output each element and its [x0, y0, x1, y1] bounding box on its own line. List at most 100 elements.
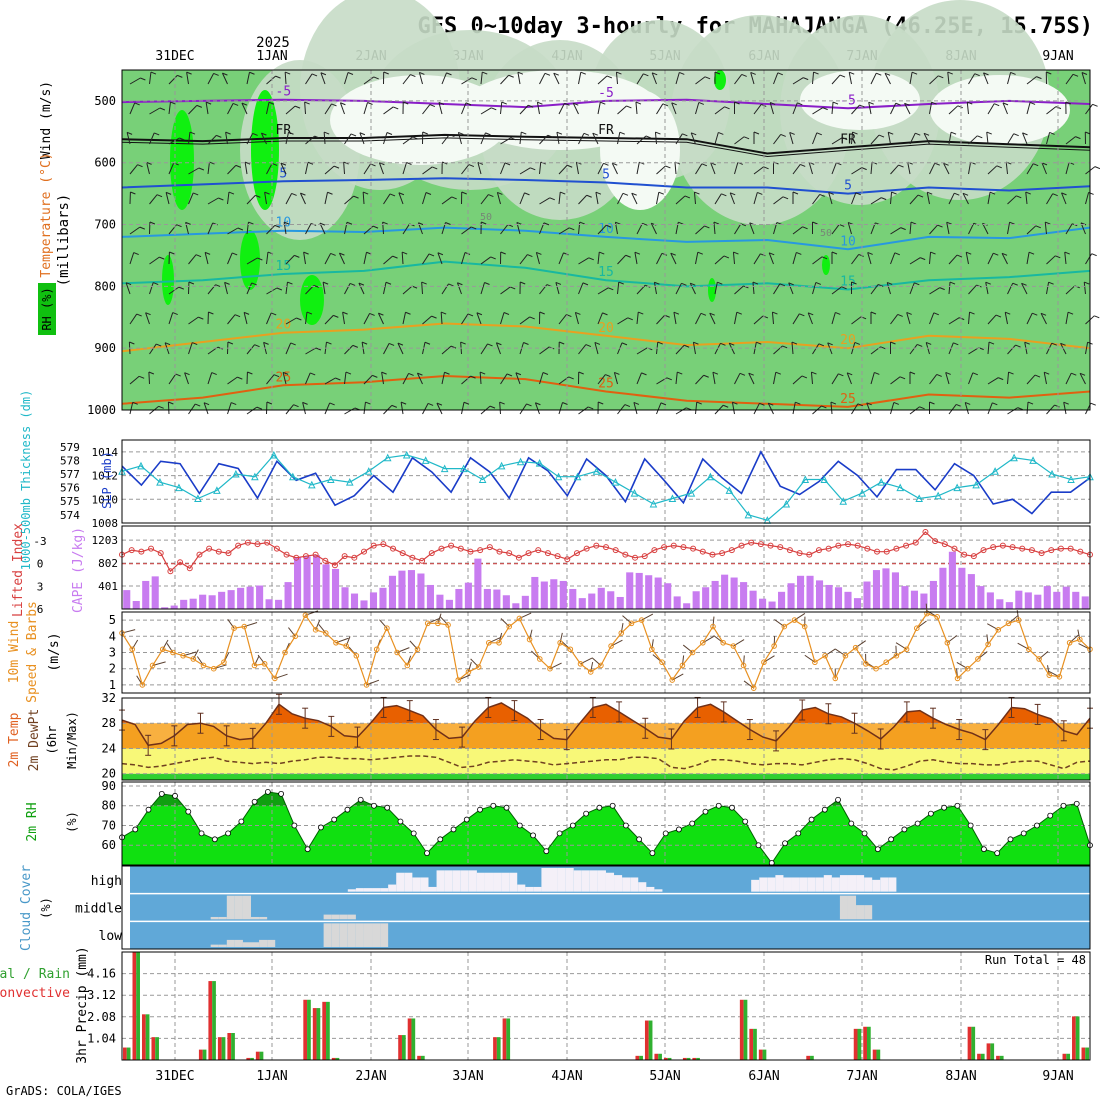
precip-convective-bar [749, 1029, 753, 1060]
pressure-tick-800: 800 [94, 279, 116, 293]
precip-total-bar [497, 1037, 501, 1060]
cloud-high-bar [792, 877, 800, 891]
rh-point [584, 811, 589, 816]
cloud-low-bar [332, 923, 340, 947]
cape-bar [389, 576, 396, 609]
cloud-high-bar [469, 870, 477, 891]
rh-point [875, 847, 880, 852]
rh-point [345, 807, 350, 812]
cape-bar [712, 581, 719, 609]
rh-point [212, 837, 217, 842]
cloud-high-bar [517, 885, 525, 892]
cape-bar [911, 591, 918, 609]
rh-point [1008, 837, 1013, 842]
temp-tick-24: 24 [102, 741, 116, 755]
rh-point [981, 847, 986, 852]
cloud-high-bar [558, 868, 566, 892]
cape-bar [142, 581, 149, 609]
cloud-low-bar [211, 945, 219, 947]
cloud-high-bar [533, 887, 541, 892]
precip-convective-bar [740, 1000, 744, 1060]
run-total-label: Run Total = 48 [985, 953, 1086, 967]
rh-point [199, 831, 204, 836]
cloud-middle-bar [856, 905, 864, 919]
cloud-high-bar [840, 875, 848, 892]
precip-tick-4.16: 4.16 [87, 967, 116, 981]
cloud-high-bar [888, 877, 896, 891]
li-tick-0: 0 [37, 558, 44, 571]
rh-point [504, 805, 509, 810]
cape-bar [1063, 587, 1070, 609]
rh-point [862, 831, 867, 836]
rh-point [1021, 831, 1026, 836]
cape-bar [474, 559, 481, 609]
rh-point [995, 851, 1000, 856]
precip-total-bar [136, 952, 140, 1060]
cape-bar [863, 582, 870, 609]
cape-bar [180, 600, 187, 609]
rh-point [676, 827, 681, 832]
rh-point [942, 805, 947, 810]
cloud-high-bar [348, 889, 356, 891]
pressure-tick-600: 600 [94, 156, 116, 170]
cloud-high-bar [816, 877, 824, 891]
rh-point [424, 851, 429, 856]
moist-region-4 [300, 275, 324, 325]
cloud-low-bar [267, 940, 275, 947]
cloud-high-bar [509, 873, 517, 892]
rh-point [159, 791, 164, 796]
rh-point [1048, 813, 1053, 818]
rh-point [743, 819, 748, 824]
cape-bar [636, 573, 643, 609]
cloud-low-bar [243, 942, 251, 947]
temp-axis-label-4: Min/Max) [65, 711, 79, 769]
isotherm-label-FR: FR [840, 132, 856, 147]
precip-convective-bar [208, 981, 212, 1060]
cloud-high-bar [832, 877, 840, 891]
rh-point [836, 797, 841, 802]
cloud-low-bar [372, 923, 380, 947]
precip-total-bar [212, 981, 216, 1060]
cape-bar [778, 592, 785, 609]
cape-bar [275, 600, 282, 609]
cape-bar [322, 564, 329, 609]
isotherm-label--5: -5 [276, 85, 292, 100]
thickness-tick-577: 577 [60, 468, 80, 481]
isotherm-label-FR: FR [598, 123, 614, 138]
precip-convective-bar [313, 1008, 317, 1060]
rh-contour-label-50: 50 [820, 228, 832, 239]
isotherm-label-FR: FR [276, 123, 292, 138]
rh-point [1061, 803, 1066, 808]
moist-region-7 [708, 278, 716, 302]
cloud-middle-bar [219, 917, 227, 919]
li-tick--3: -3 [33, 535, 46, 548]
cloud-middle-bar [848, 896, 856, 920]
cloud-low-bar [227, 940, 235, 947]
rh-point [796, 831, 801, 836]
cape-bar [218, 592, 225, 609]
cape-bar [285, 582, 292, 609]
cloud-high-bar [364, 888, 372, 892]
precip-convective-bar [199, 1050, 203, 1060]
precip-convective-bar [303, 1000, 307, 1060]
wind-barb [168, 402, 169, 414]
cape-bar [1044, 586, 1051, 609]
precip-convective-bar [1082, 1048, 1086, 1060]
rh-point [809, 817, 814, 822]
rh-point [544, 849, 549, 854]
cape-bar [901, 586, 908, 609]
precip-convective-bar [635, 1056, 639, 1060]
cape-bar [607, 591, 614, 609]
precip-convective-bar [1063, 1054, 1067, 1060]
precip-convective-bar [996, 1056, 1000, 1060]
precip-convective-bar [142, 1014, 146, 1060]
cape-bar [892, 572, 899, 609]
cloud-high-bar [606, 873, 614, 892]
rh-axis-label: 2m RH [25, 802, 40, 841]
precip-total-bar [1085, 1048, 1089, 1060]
cloud-high-bar [582, 870, 590, 891]
rh-tick-60: 60 [102, 838, 116, 852]
precip-convective-bar [968, 1027, 972, 1060]
rh-point [252, 799, 257, 804]
cloud-middle-bar [243, 896, 251, 920]
